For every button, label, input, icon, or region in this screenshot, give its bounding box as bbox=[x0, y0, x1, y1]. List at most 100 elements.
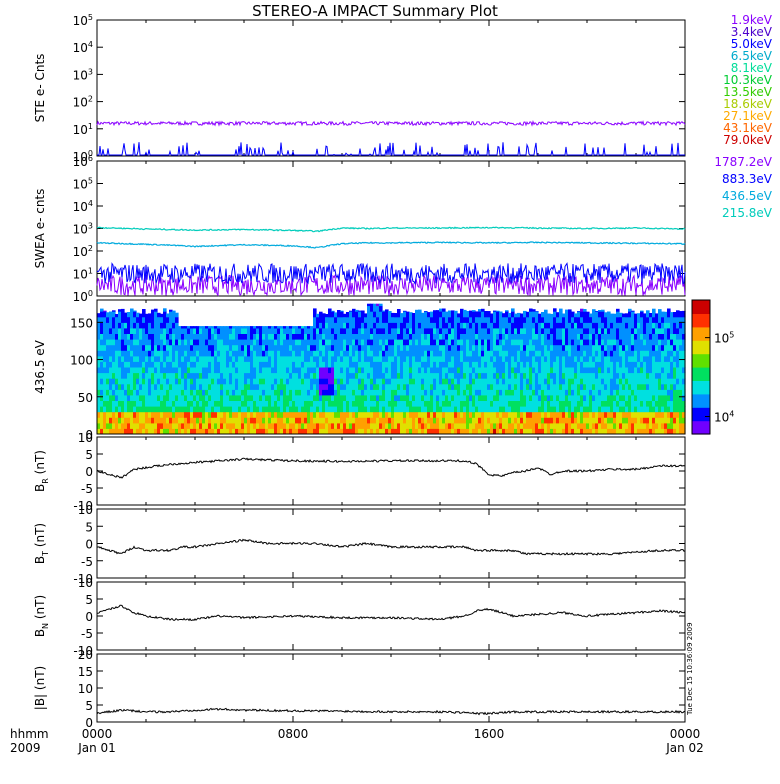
spectrogram-cell bbox=[130, 422, 134, 429]
spectrogram-cell bbox=[316, 394, 320, 401]
spectrogram-cell bbox=[376, 372, 380, 379]
spectrogram-cell bbox=[181, 394, 185, 401]
spectrogram-cell bbox=[256, 339, 260, 346]
spectrogram-cell bbox=[352, 417, 356, 424]
spectrogram-cell bbox=[562, 400, 566, 407]
colorbar-step bbox=[692, 416, 710, 419]
spectrogram-cell bbox=[157, 322, 161, 329]
spectrogram-cell bbox=[682, 406, 686, 413]
spectrogram-cell bbox=[238, 411, 242, 418]
spectrogram-cell bbox=[367, 372, 371, 379]
spectrogram-cell bbox=[499, 339, 503, 346]
spectrogram-cell bbox=[391, 411, 395, 418]
spectrogram-cell bbox=[331, 355, 335, 362]
spectrogram-cell bbox=[184, 372, 188, 379]
spectrogram-cell bbox=[352, 400, 356, 407]
spectrogram-cell bbox=[145, 378, 149, 385]
spectrogram-cell bbox=[295, 367, 299, 374]
spectrogram-cell bbox=[268, 367, 272, 374]
spectrogram-cell bbox=[376, 316, 380, 323]
spectrogram-cell bbox=[346, 406, 350, 413]
spectrogram-cell bbox=[280, 367, 284, 374]
spectrogram-cell bbox=[214, 361, 218, 368]
colorbar-step bbox=[692, 331, 710, 335]
spectrogram-cell bbox=[331, 383, 335, 390]
spectrogram-cell bbox=[151, 411, 155, 418]
spectrogram-cell bbox=[679, 383, 683, 390]
spectrogram-cell bbox=[340, 417, 344, 424]
spectrogram-cell bbox=[229, 422, 233, 429]
spectrogram-cell bbox=[283, 383, 287, 390]
spectrogram-cell bbox=[541, 417, 545, 424]
spectrogram-cell bbox=[112, 383, 116, 390]
spectrogram-cell bbox=[529, 322, 533, 329]
spectrogram-cell bbox=[664, 339, 668, 346]
spectrogram-cell bbox=[670, 312, 674, 318]
spectrogram-cell bbox=[358, 428, 362, 435]
spectrogram-cell bbox=[439, 417, 443, 424]
spectrogram-cell bbox=[262, 327, 266, 334]
spectrogram-cell bbox=[250, 378, 254, 385]
spectrogram-cell bbox=[424, 383, 428, 390]
spectrogram-cell bbox=[586, 417, 590, 424]
spectrogram-cell bbox=[460, 383, 464, 390]
spectrogram-cell bbox=[157, 333, 161, 340]
spectrogram-cell bbox=[250, 326, 254, 329]
spectrogram-cell bbox=[502, 394, 506, 401]
spectrogram-cell bbox=[340, 400, 344, 407]
spectrogram-cell bbox=[289, 367, 293, 374]
spectrogram-cell bbox=[343, 367, 347, 374]
spectrogram-cell bbox=[394, 313, 398, 318]
spectrogram-cell bbox=[385, 339, 389, 346]
spectrogram-cell bbox=[481, 389, 485, 396]
spectrogram-cell bbox=[631, 361, 635, 368]
spectrogram-cell bbox=[610, 400, 614, 407]
spectrogram-cell bbox=[319, 350, 323, 357]
spectrogram-cell bbox=[523, 400, 527, 407]
spectrogram-cell bbox=[400, 367, 404, 374]
spectrogram-cell bbox=[115, 316, 119, 323]
spectrogram-cell bbox=[109, 327, 113, 334]
spectrogram-cell bbox=[430, 372, 434, 379]
spectrogram-cell bbox=[139, 333, 143, 340]
spectrogram-cell bbox=[493, 322, 497, 329]
spectrogram-cell bbox=[136, 355, 140, 362]
colorbar-step bbox=[692, 405, 710, 408]
spectrogram-cell bbox=[97, 417, 101, 424]
spectrogram-cell bbox=[100, 344, 104, 351]
spectrogram-cell bbox=[205, 326, 209, 329]
spectrogram-cell bbox=[292, 355, 296, 362]
spectrogram-cell bbox=[514, 316, 518, 323]
spectrogram-cell bbox=[118, 339, 122, 346]
spectrogram-cell bbox=[589, 411, 593, 418]
spectrogram-cell bbox=[640, 310, 644, 312]
spectrogram-cell bbox=[679, 372, 683, 379]
spectrogram-cell bbox=[397, 322, 401, 329]
spectrogram-cell bbox=[172, 316, 176, 323]
spectrogram-cell bbox=[577, 411, 581, 418]
spectrogram-cell bbox=[250, 367, 254, 374]
spectrogram-cell bbox=[538, 400, 542, 407]
spectrogram-cell bbox=[598, 327, 602, 334]
spectrogram-cell bbox=[505, 322, 509, 329]
spectrogram-cell bbox=[550, 344, 554, 351]
spectrogram-cell bbox=[235, 355, 239, 362]
spectrogram-cell bbox=[463, 350, 467, 357]
spectrogram-cell bbox=[109, 316, 113, 323]
spectrogram-cell bbox=[583, 378, 587, 385]
spectrogram-cell bbox=[508, 428, 512, 435]
spectrogram-cell bbox=[385, 367, 389, 374]
spectrogram-cell bbox=[616, 400, 620, 407]
spectrogram-cell bbox=[232, 400, 236, 407]
spectrogram-cell bbox=[445, 344, 449, 351]
spectrogram-cell bbox=[430, 411, 434, 418]
spectrogram-cell bbox=[334, 350, 338, 357]
spectrogram-cell bbox=[376, 327, 380, 334]
spectrogram-cell bbox=[409, 350, 413, 357]
spectrogram-cell bbox=[487, 417, 491, 424]
spectrogram-cell bbox=[175, 322, 179, 329]
spectrogram-cell bbox=[100, 428, 104, 435]
spectrogram-cell bbox=[337, 383, 341, 390]
y-tick-label: 105 bbox=[73, 13, 93, 28]
spectrogram-cell bbox=[283, 361, 287, 368]
